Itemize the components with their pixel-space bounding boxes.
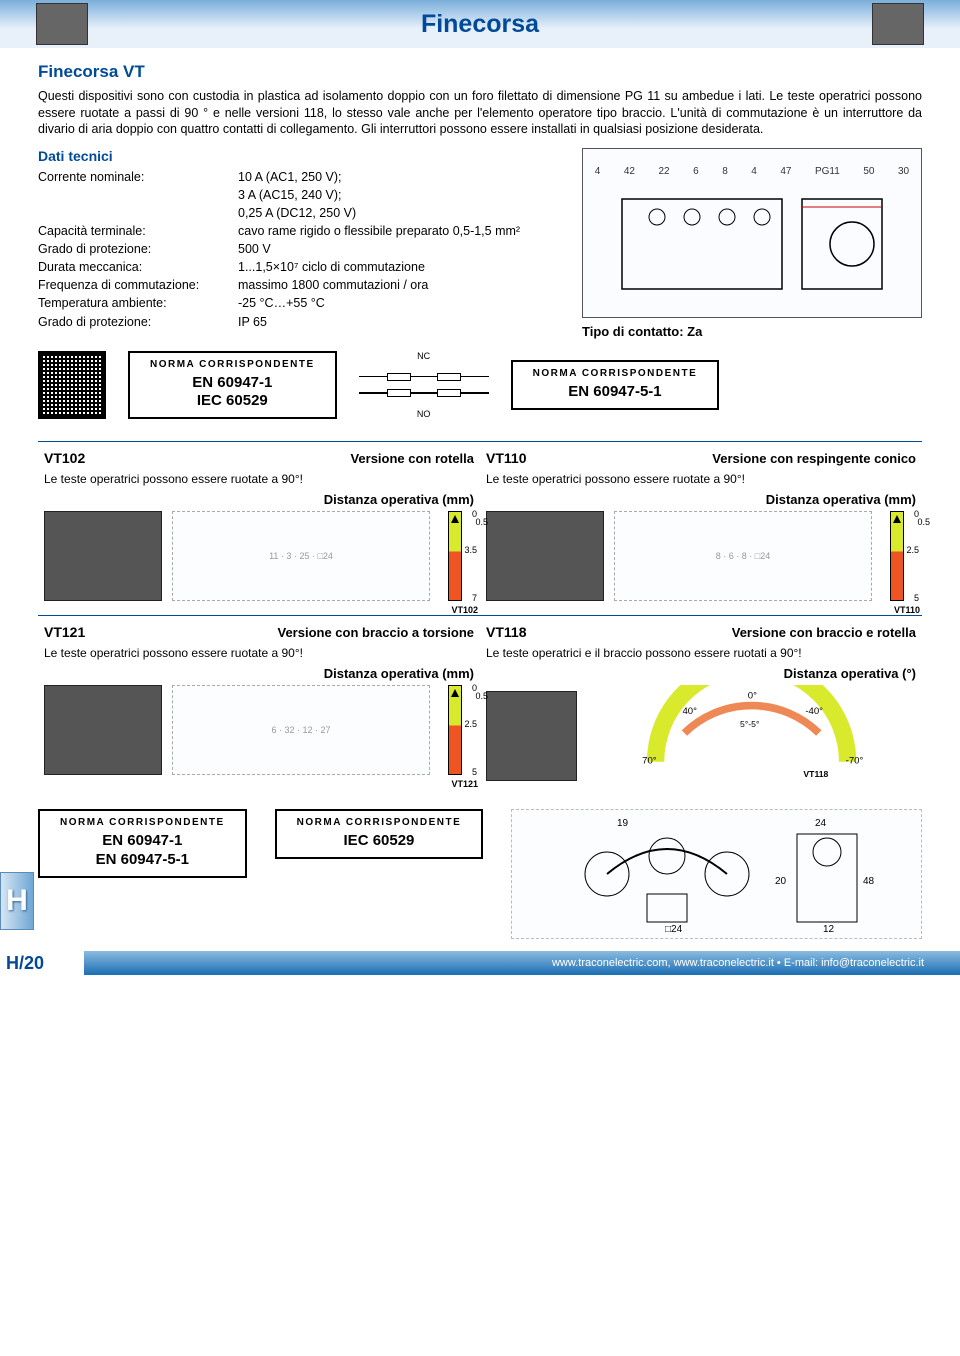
svg-text:19: 19: [617, 818, 629, 829]
footer-norm-box-1: NORMA CORRISPONDENTE EN 60947-1 EN 60947…: [38, 809, 247, 878]
spec-key: Grado di protezione:: [38, 240, 238, 258]
contact-diagram: NC NO: [359, 351, 489, 419]
variant-code: VT121: [44, 624, 85, 640]
contact-type-label: Tipo di contatto: Za: [582, 324, 922, 339]
spec-key: Durata meccanica:: [38, 258, 238, 276]
spec-value: 500 V: [238, 240, 566, 258]
no-label: NO: [417, 409, 431, 419]
spec-value: -25 °C…+55 °C: [238, 294, 566, 312]
svg-text:VT118: VT118: [803, 769, 828, 779]
spec-value: cavo rame rigido o flessibile preparato …: [238, 222, 566, 240]
footer-norm-box-2: NORMA CORRISPONDENTE IEC 60529: [275, 809, 484, 859]
distance-label: Distanza operativa (°): [486, 666, 916, 681]
section-tab: H: [0, 872, 34, 930]
variant-title: Versione con braccio e rotella: [732, 625, 916, 640]
variant-code: VT118: [486, 624, 526, 640]
section-title: Finecorsa VT: [38, 62, 922, 82]
svg-text:24: 24: [815, 818, 827, 829]
svg-text:48: 48: [863, 876, 875, 887]
spec-table: Corrente nominale:10 A (AC1, 250 V); 3 A…: [38, 168, 566, 331]
variant-VT110: VT110 Versione con respingente conico Le…: [480, 441, 922, 615]
svg-text:-70°: -70°: [845, 756, 863, 767]
norm-value-1: EN 60947-1 IEC 60529: [150, 374, 315, 412]
variant-VT118: VT118 Versione con braccio e rotella Le …: [480, 615, 922, 795]
variant-title: Versione con respingente conico: [712, 451, 916, 466]
page-number: H/20: [0, 951, 84, 975]
vt118-bottom-drawing: □24 20 48 12 19 24: [511, 809, 922, 939]
spec-key: Grado di protezione:: [38, 313, 238, 331]
variant-note: Le teste operatrici e il braccio possono…: [486, 646, 916, 660]
svg-text:20: 20: [775, 876, 787, 887]
spec-key: Capacità terminale:: [38, 222, 238, 240]
norm-label: NORMA CORRISPONDENTE: [150, 359, 315, 370]
variant-VT102: VT102 Versione con rotella Le teste oper…: [38, 441, 480, 615]
product-image: [44, 511, 162, 601]
product-thumbnail-left: [36, 3, 88, 45]
norm-box-2: NORMA CORRISPONDENTE EN 60947-5-1: [511, 360, 720, 410]
svg-text:40°: 40°: [682, 706, 697, 717]
norm-box-1: NORMA CORRISPONDENTE EN 60947-1 IEC 6052…: [128, 351, 337, 420]
product-image: [486, 511, 604, 601]
technical-drawing: 6 · 32 · 12 · 27: [172, 685, 430, 775]
intro-paragraph: Questi dispositivi sono con custodia in …: [38, 88, 922, 138]
spec-key: Frequenza di commutazione:: [38, 276, 238, 294]
nc-label: NC: [417, 351, 430, 361]
variant-VT121: VT121 Versione con braccio a torsione Le…: [38, 615, 480, 795]
product-image: [486, 691, 577, 781]
spec-value: IP 65: [238, 313, 566, 331]
svg-text:-40°: -40°: [805, 706, 823, 717]
technical-drawing: 8 · 6 · 8 · □24: [614, 511, 872, 601]
main-dimension-drawing: 4422268447PG115030: [582, 148, 922, 318]
product-thumbnail-right: [872, 3, 924, 45]
page-footer: H/20 www.traconelectric.com, www.tracone…: [0, 951, 960, 975]
tech-data-header: Dati tecnici: [38, 148, 566, 164]
travel-bar: 0 0.5 2.5 5 VT121: [440, 685, 474, 775]
qr-code: [38, 351, 106, 419]
distance-label: Distanza operativa (mm): [44, 492, 474, 507]
product-image: [44, 685, 162, 775]
svg-text:0°: 0°: [748, 690, 757, 701]
svg-text:70°: 70°: [642, 756, 657, 767]
variant-code: VT102: [44, 450, 85, 466]
spec-value: 10 A (AC1, 250 V); 3 A (AC15, 240 V); 0,…: [238, 168, 566, 222]
svg-text:12: 12: [823, 924, 835, 934]
variant-title: Versione con braccio a torsione: [277, 625, 474, 640]
spec-key: Temperatura ambiente:: [38, 294, 238, 312]
distance-label: Distanza operativa (mm): [486, 492, 916, 507]
norm-value-2: EN 60947-5-1: [533, 383, 698, 402]
distance-label: Distanza operativa (mm): [44, 666, 474, 681]
svg-text:□24: □24: [665, 924, 683, 934]
variant-note: Le teste operatrici possono essere ruota…: [486, 472, 916, 486]
arc-diagram: 0° 40° -40° 5°-5° 70° -70° VT118: [587, 685, 916, 781]
svg-text:5°-5°: 5°-5°: [740, 719, 759, 729]
variant-note: Le teste operatrici possono essere ruota…: [44, 472, 474, 486]
page-header: Finecorsa: [0, 0, 960, 48]
page-title: Finecorsa: [421, 10, 539, 39]
spec-value: 1...1,5×10⁷ ciclo di commutazione: [238, 258, 566, 276]
norm-label: NORMA CORRISPONDENTE: [533, 368, 698, 379]
travel-bar: 0 0.5 3.5 7 VT102: [440, 511, 474, 601]
variant-code: VT110: [486, 450, 526, 466]
footer-text: www.traconelectric.com, www.traconelectr…: [552, 957, 924, 969]
travel-bar: 0 0.5 2.5 5 VT110: [882, 511, 916, 601]
variant-title: Versione con rotella: [350, 451, 474, 466]
variant-note: Le teste operatrici possono essere ruota…: [44, 646, 474, 660]
spec-value: massimo 1800 commutazioni / ora: [238, 276, 566, 294]
spec-key: Corrente nominale:: [38, 168, 238, 222]
technical-drawing: 11 · 3 · 25 · □24: [172, 511, 430, 601]
